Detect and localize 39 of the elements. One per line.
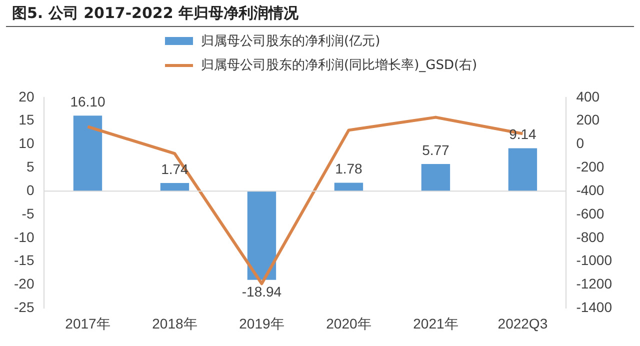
y-tick-label: -20: [14, 276, 34, 292]
x-tick-label: 2019年: [239, 315, 284, 332]
y2-tick-label: 0: [576, 135, 584, 152]
bar: [73, 116, 102, 192]
x-tick-label: 2020年: [326, 315, 372, 332]
data-label: 9.14: [509, 126, 537, 142]
y2-tick-label: 400: [576, 88, 600, 104]
y-tick-label: 10: [18, 135, 34, 152]
x-tick-label: 2021年: [413, 315, 458, 332]
y2-tick-label: -800: [576, 228, 604, 245]
y2-tick-label: 200: [576, 112, 600, 128]
bar: [247, 191, 276, 280]
y-tick-label: -15: [14, 252, 34, 268]
x-tick-label: 2018年: [152, 315, 198, 332]
data-label: 5.77: [422, 142, 450, 158]
y-tick-label: 20: [18, 88, 34, 104]
y-tick-label: -25: [14, 299, 34, 316]
bar: [508, 148, 538, 192]
bar: [421, 164, 450, 192]
y2-tick-label: -1000: [576, 252, 612, 268]
bar: [160, 182, 190, 192]
x-tick-label: 2017年: [65, 315, 110, 332]
y-tick-label: -5: [22, 205, 34, 222]
chart-title: 图5. 公司 2017-2022 年归母净利润情况: [6, 0, 634, 27]
y-tick-label: 15: [18, 112, 34, 128]
x-tick-label: 2022Q3: [498, 315, 548, 332]
y2-tick-label: -400: [576, 182, 604, 198]
y-tick-label: 5: [26, 158, 34, 175]
y-tick-label: -10: [14, 228, 34, 245]
data-label: 1.78: [335, 160, 363, 177]
y-tick-label: 0: [26, 182, 34, 198]
data-label: -18.94: [242, 284, 282, 300]
y2-tick-label: -1400: [576, 299, 612, 316]
y2-tick-label: -200: [576, 158, 604, 175]
y2-tick-label: -600: [576, 205, 604, 222]
data-label: 16.10: [70, 94, 106, 110]
y2-tick-label: -1200: [576, 276, 612, 292]
legend-label: 归属母公司股东的净利润(同比增长率)_GSD(右): [201, 57, 478, 74]
legend-label: 归属母公司股东的净利润(亿元): [201, 33, 380, 50]
